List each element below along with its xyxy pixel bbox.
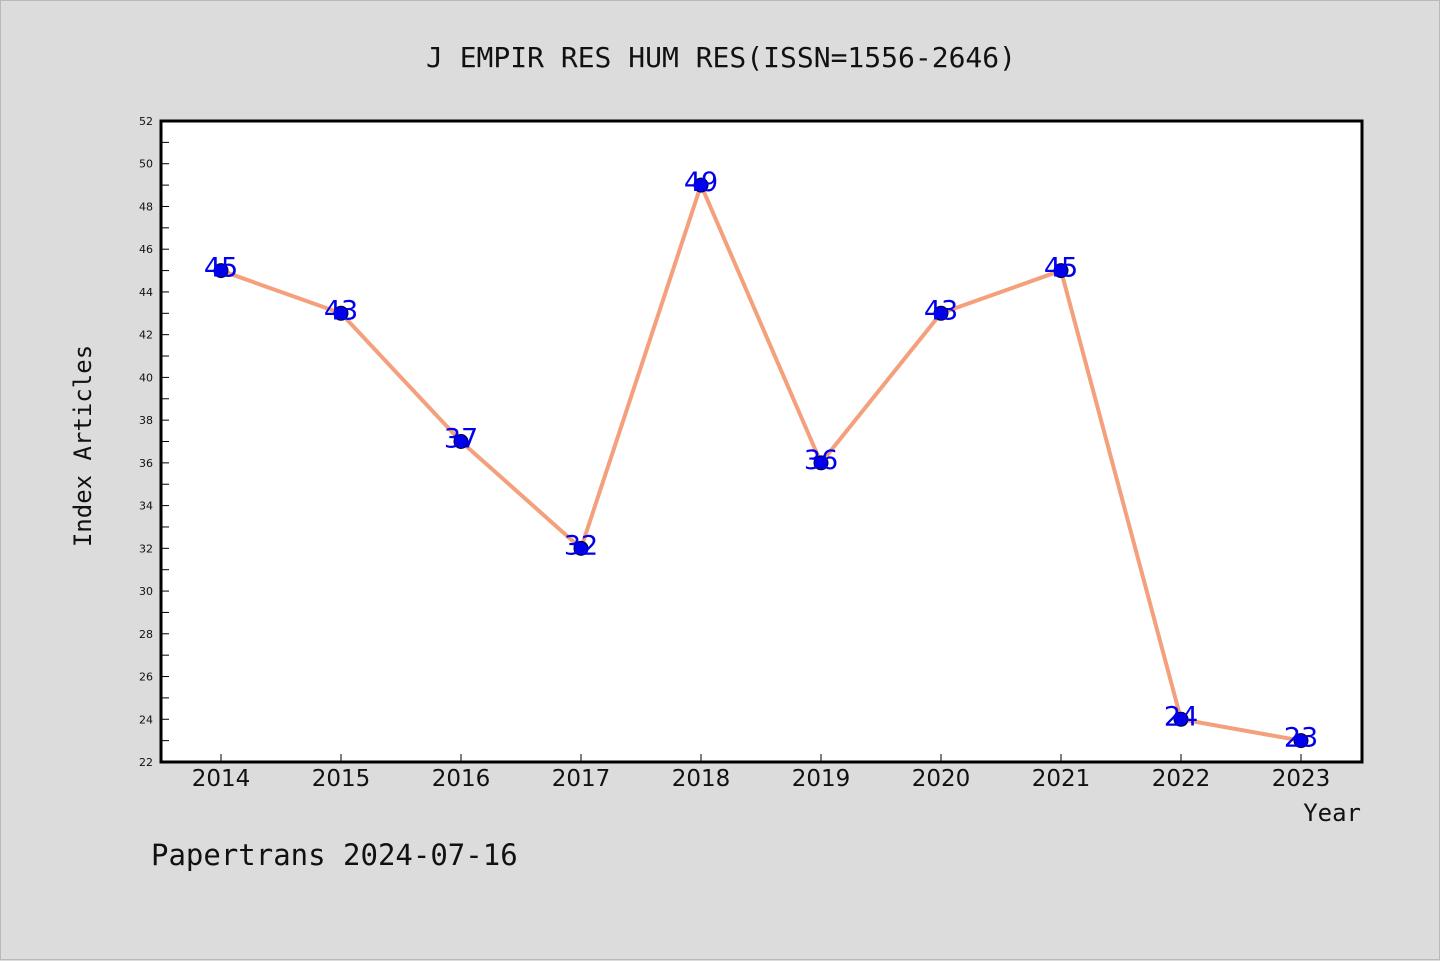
data-label: 32 [564,530,598,561]
data-point [813,455,829,471]
y-tick-label: 26 [139,671,153,684]
series-line-group [220,183,1302,743]
data-point [1053,263,1069,279]
y-tick-label: 44 [139,286,153,299]
chart-title: J EMPIR RES HUM RES(ISSN=1556-2646) [426,41,1016,74]
data-label: 45 [204,253,238,284]
x-tick-label: 2014 [192,766,251,792]
y-tick-label: 32 [139,542,153,555]
data-label: 45 [1044,253,1078,284]
x-tick-label: 2022 [1152,766,1211,792]
data-label: 43 [324,295,358,326]
y-tick-label: 24 [139,713,153,726]
data-label: 37 [444,424,478,455]
y-tick-label: 40 [139,371,153,384]
y-tick-label: 28 [139,628,153,641]
x-axis: 2014 2015 2016 2017 2018 2019 2020 2021 2022 2023 [192,754,1331,792]
data-point [1173,711,1189,727]
y-tick-label: 48 [139,200,153,213]
y-tick-label: 34 [139,500,153,513]
data-label: 23 [1284,723,1318,754]
x-tick-label: 2016 [432,766,491,792]
y-tick-label: 38 [139,414,153,427]
x-tick-label: 2023 [1272,766,1331,792]
data-label: 49 [684,167,718,198]
x-axis-label: Year [1303,799,1361,827]
x-tick-label: 2021 [1032,766,1091,792]
data-point [453,434,469,449]
y-tick-label: 46 [139,243,153,256]
data-point [933,305,949,321]
data-point [693,177,709,193]
y-tick-label: 36 [139,457,153,470]
data-point [333,305,349,321]
data-point [1293,733,1309,749]
marker-group [213,177,1309,749]
data-label: 36 [804,445,838,476]
footer-text: Papertrans 2024-07-16 [151,838,518,872]
y-tick-label: 52 [139,115,153,128]
data-point [573,540,589,556]
x-tick-label: 2017 [552,766,611,792]
y-tick-label: 50 [139,158,153,171]
y-tick-label: 22 [139,756,153,769]
x-tick-label: 2018 [672,766,731,792]
data-label: 24 [1164,701,1198,732]
y-axis-label: Index Articles [69,345,97,547]
y-tick-label: 42 [139,329,153,342]
data-point [213,263,229,279]
y-tick-label: 30 [139,585,153,598]
plot-area [159,119,1364,764]
y-axis: 22 24 26 28 30 32 34 36 38 40 42 44 46 48 50 52 [139,115,169,769]
data-label: 43 [924,295,958,326]
x-tick-label: 2020 [912,766,971,792]
x-tick-label: 2019 [792,766,851,792]
data-label-group: 45 43 37 32 49 36 43 45 24 23 [204,167,1318,754]
x-tick-label: 2015 [312,766,371,792]
series-line [220,183,1302,743]
